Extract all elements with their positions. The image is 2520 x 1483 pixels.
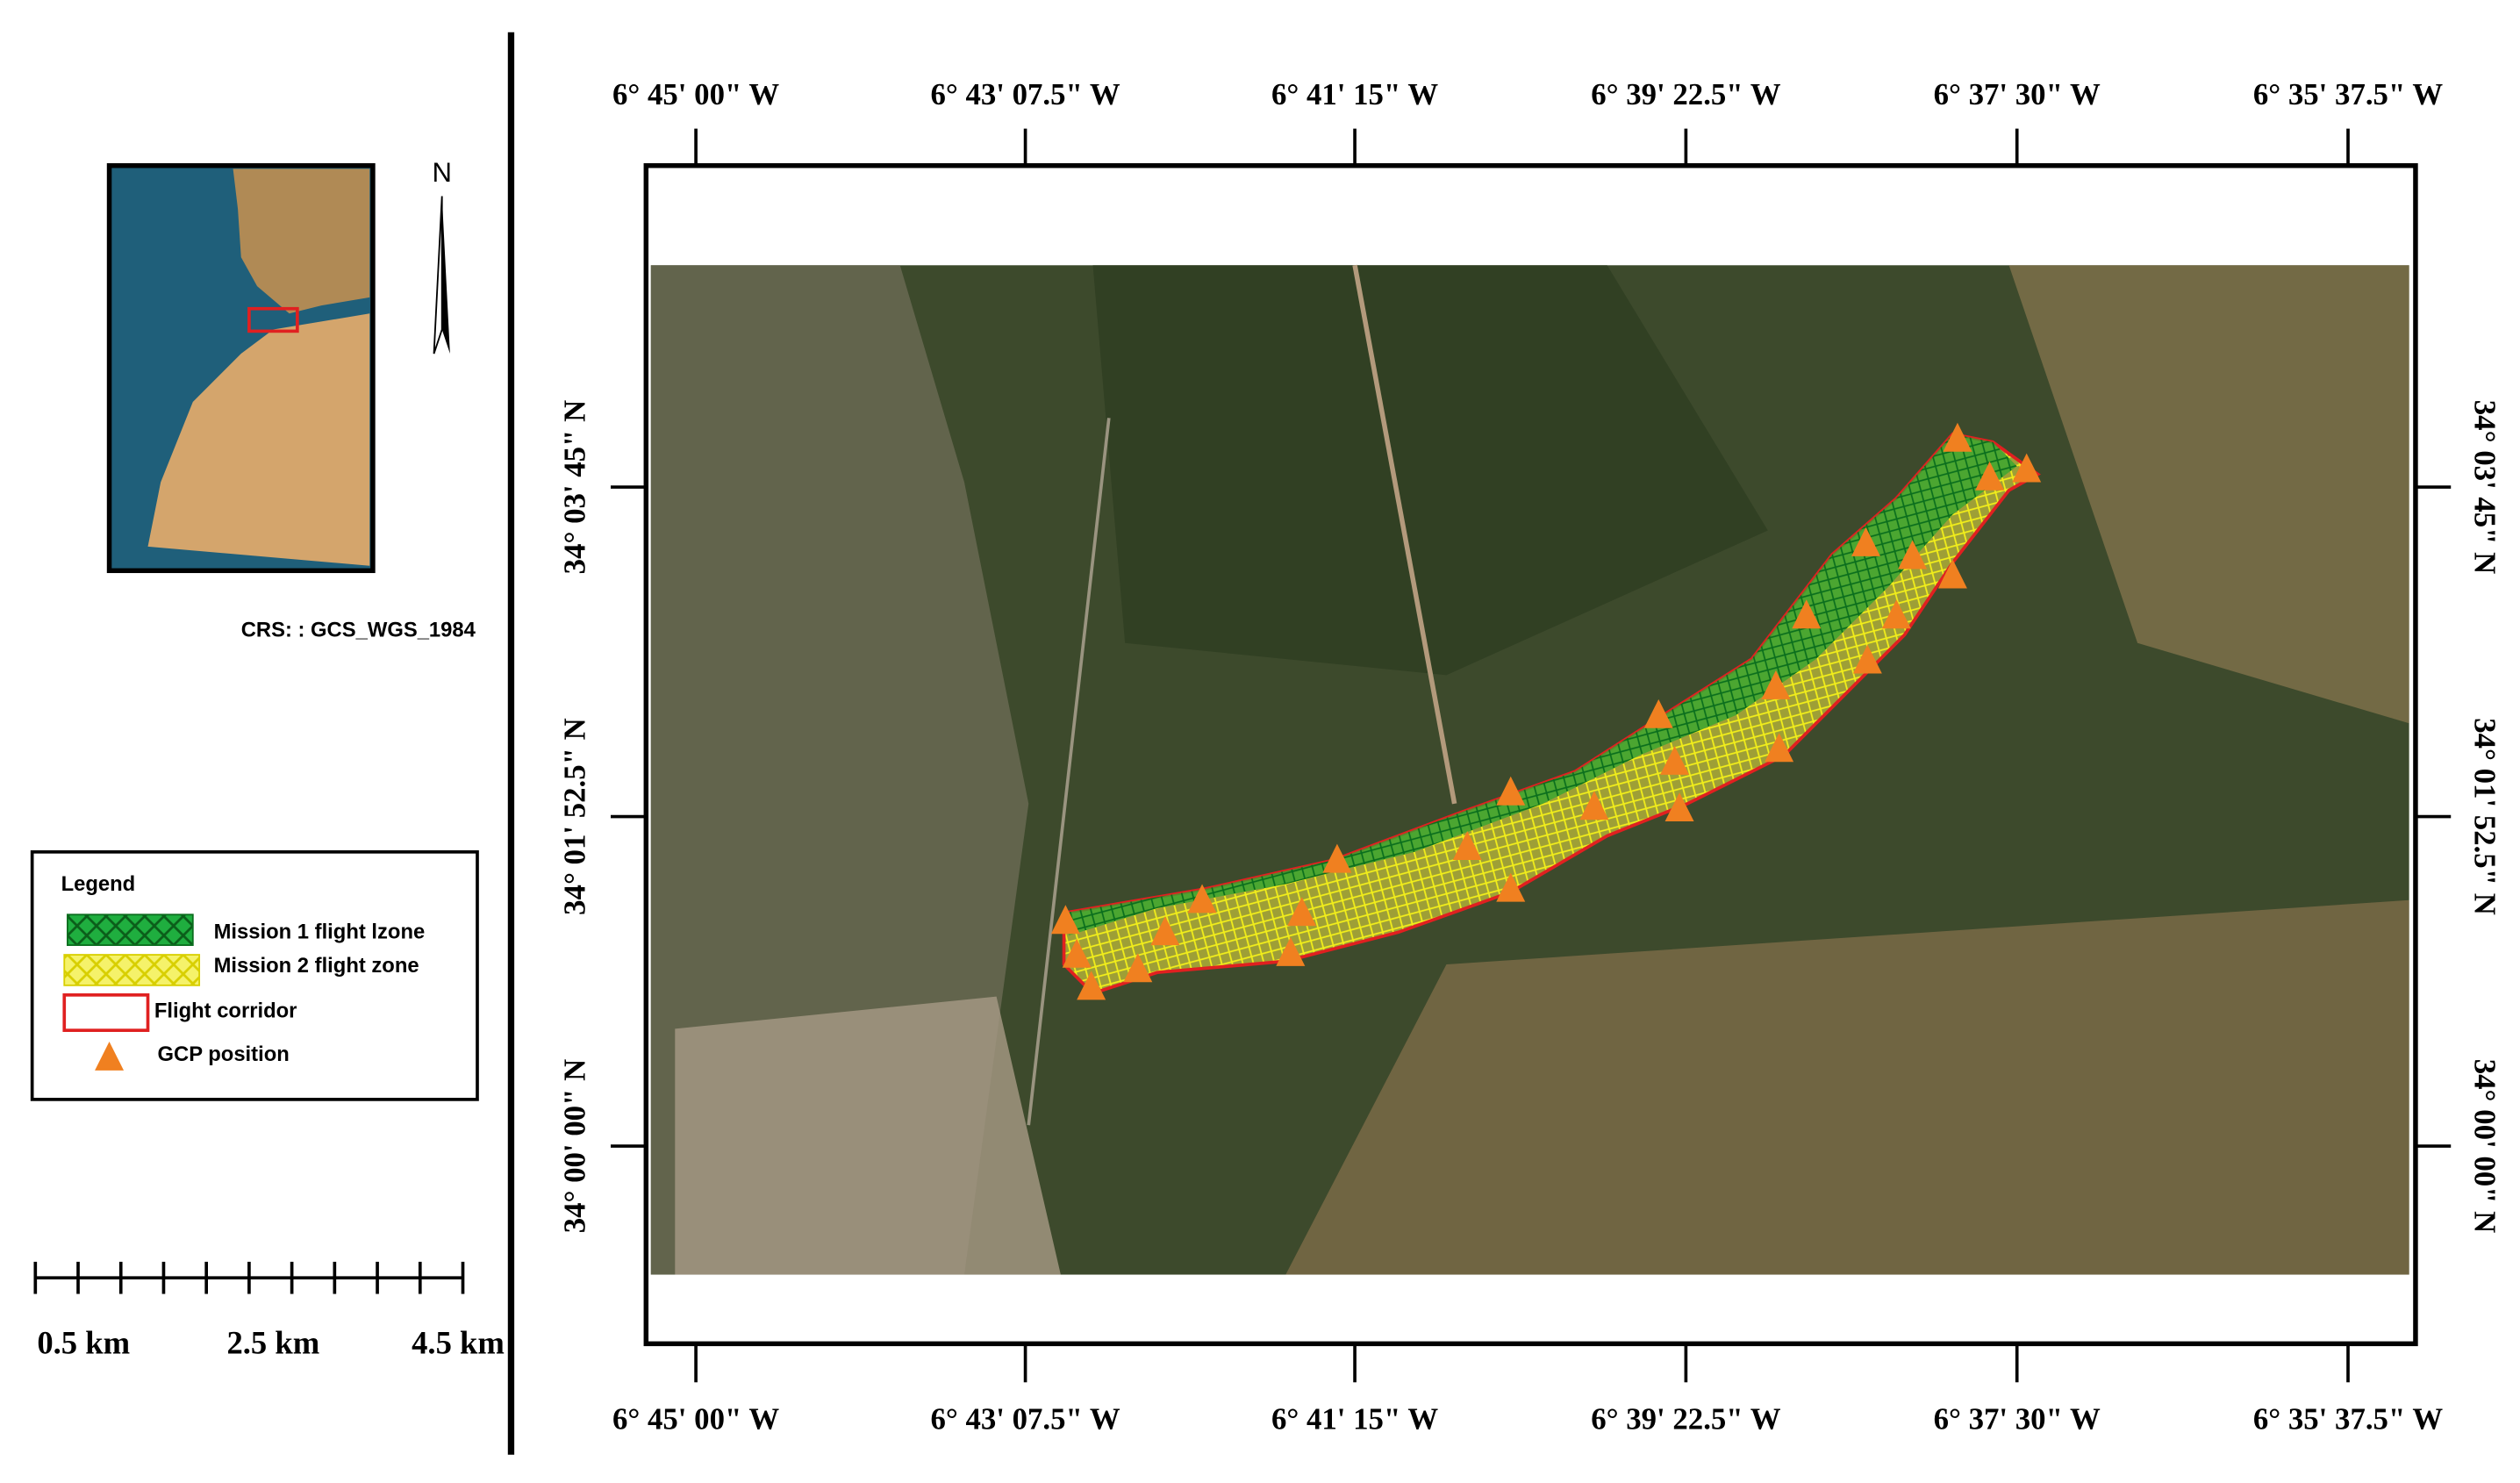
longitude-label: 6° 45' 00" W xyxy=(612,77,779,111)
legend: Legend Mission 1 flight lzone Mission 2 … xyxy=(30,850,479,1101)
gcp-marker xyxy=(1943,422,1972,452)
scale-label: 0.5 km xyxy=(37,1324,130,1360)
north-label: N xyxy=(432,157,451,188)
gcp-marker xyxy=(1287,897,1317,927)
gcp-marker xyxy=(1579,791,1609,820)
gcp-marker xyxy=(1898,540,1928,570)
satellite-image xyxy=(650,264,2409,1275)
gcp-marker xyxy=(2012,453,2042,483)
crs-text: CRS: : GCS_WGS_1984 xyxy=(241,618,476,641)
longitude-label: 6° 41' 15" W xyxy=(1271,77,1438,111)
gcp-marker xyxy=(1322,843,1352,873)
gcp-marker xyxy=(1975,461,2005,491)
latitude-label: 34° 01' 52.5" N xyxy=(2468,718,2502,915)
gcp-marker xyxy=(1765,733,1794,763)
longitude-label: 6° 35' 37.5" W xyxy=(2253,1401,2443,1436)
gcp-marker xyxy=(1792,599,1822,629)
latitude-label: 34° 00' 00" N xyxy=(558,1059,592,1234)
gcp-marker xyxy=(1660,745,1690,775)
gcp-marker xyxy=(1937,559,1967,589)
gcp-group xyxy=(1050,422,2042,1000)
inset-map xyxy=(106,162,376,574)
scale-label: 2.5 km xyxy=(226,1324,319,1360)
longitude-label: 6° 41' 15" W xyxy=(1271,1401,1438,1436)
latitude-label: 34° 01' 52.5" N xyxy=(558,718,592,915)
longitude-label: 6° 43' 07.5" W xyxy=(930,1401,1120,1436)
longitude-label: 6° 45' 00" W xyxy=(612,1401,779,1436)
gcp-marker xyxy=(1050,905,1080,935)
gcp-marker xyxy=(1851,527,1881,556)
longitude-label: 6° 35' 37.5" W xyxy=(2253,77,2443,111)
scale-bar xyxy=(33,1261,465,1294)
gcp-marker xyxy=(1852,644,1882,674)
legend-item: GCP position xyxy=(158,1042,290,1066)
longitude-label: 6° 37' 30" W xyxy=(1934,1401,2101,1436)
gcp-marker xyxy=(1496,872,1526,902)
latitude-label: 34° 00' 00" N xyxy=(2468,1059,2502,1234)
legend-title: Legend xyxy=(61,872,136,896)
gcp-marker xyxy=(1187,884,1217,913)
gcp-marker xyxy=(1276,936,1306,966)
longitude-label: 6° 39' 22.5" W xyxy=(1591,1401,1780,1436)
gcp-marker xyxy=(1881,599,1911,629)
gcp-marker xyxy=(1062,938,1092,968)
gcp-marker xyxy=(1077,971,1106,1000)
gcp-marker xyxy=(1452,831,1482,860)
north-arrow: N xyxy=(432,157,452,355)
gcp-marker xyxy=(1123,953,1153,983)
gcp-marker xyxy=(1664,792,1694,822)
latitude-label: 34° 03' 45" N xyxy=(2468,400,2502,575)
gcp-marker xyxy=(1761,670,1791,699)
latitude-label: 34° 03' 45" N xyxy=(558,400,592,575)
gcp-marker xyxy=(1643,699,1673,728)
longitude-label: 6° 39' 22.5" W xyxy=(1591,77,1780,111)
scale-label: 4.5 km xyxy=(412,1324,505,1360)
gcp-marker xyxy=(1150,916,1180,946)
longitude-label: 6° 37' 30" W xyxy=(1934,77,2101,111)
longitude-label: 6° 43' 07.5" W xyxy=(930,77,1120,111)
legend-item: Flight corridor xyxy=(154,999,297,1022)
legend-item: Mission 1 flight lzone xyxy=(214,921,426,944)
gcp-marker xyxy=(1496,776,1526,806)
legend-item: Mission 2 flight zone xyxy=(214,954,419,978)
